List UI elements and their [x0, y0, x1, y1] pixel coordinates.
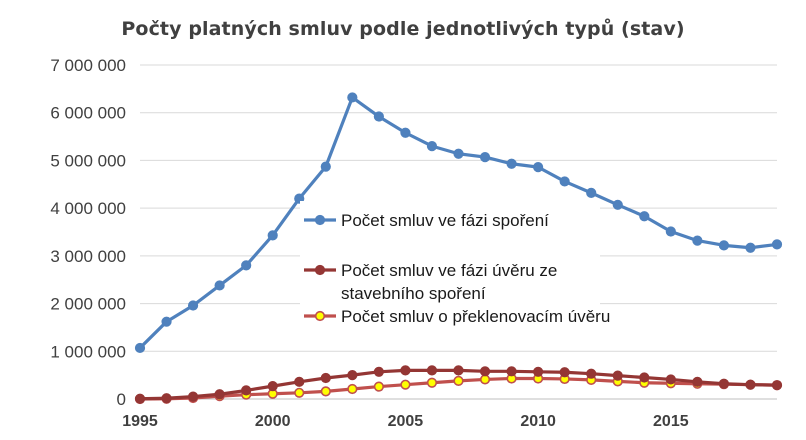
- y-tick-label: 4 000 000: [50, 199, 126, 218]
- data-point: [400, 379, 411, 390]
- data-point: [373, 366, 384, 377]
- data-point: [692, 235, 703, 246]
- x-tick-label: 2010: [520, 413, 556, 430]
- legend-label: Počet smluv o překlenovacím úvěru: [341, 307, 610, 326]
- legend-entry: Počet smluv ve fázi spoření: [304, 211, 549, 230]
- y-tick-label: 0: [117, 390, 126, 409]
- data-point: [161, 393, 172, 404]
- x-tick-label: 2015: [653, 413, 689, 430]
- data-point: [745, 379, 756, 390]
- series-1: [134, 92, 783, 354]
- data-point: [745, 242, 756, 253]
- data-point: [320, 372, 331, 384]
- data-point: [294, 376, 305, 387]
- data-point: [639, 372, 650, 383]
- data-point: [426, 377, 438, 388]
- data-point: [426, 141, 438, 152]
- data-point: [559, 176, 570, 187]
- data-point: [692, 376, 703, 387]
- data-point: [320, 161, 331, 172]
- legend-label: Počet smluv ve fázi úvěru ze: [341, 261, 557, 280]
- data-point: [187, 300, 199, 311]
- data-point: [453, 148, 464, 159]
- y-tick-label: 7 000 000: [50, 56, 126, 75]
- legend-entry: Počet smluv ve fázi úvěru ze stavebního s…: [304, 261, 557, 303]
- data-point: [400, 365, 411, 376]
- data-point: [639, 211, 650, 222]
- axes: 0 1 000 000 2 000 000 3 000 000 4 000 000 5 0…: [50, 56, 777, 430]
- legend-label: stavebního spoření: [341, 284, 486, 303]
- data-point: [453, 365, 464, 376]
- data-point: [187, 391, 199, 402]
- data-point: [294, 193, 305, 204]
- data-point: [241, 260, 252, 271]
- data-point: [214, 389, 225, 400]
- data-point: [665, 226, 676, 237]
- data-point: [479, 151, 491, 163]
- data-point: [559, 367, 570, 378]
- data-point: [533, 162, 544, 173]
- data-point: [479, 366, 491, 377]
- legend: Počet smluv ve fázi spoření Počet smluv v…: [300, 201, 610, 333]
- series-2: [134, 365, 783, 404]
- y-tick-label: 3 000 000: [50, 247, 126, 266]
- legend-swatch-marker: [314, 310, 326, 322]
- data-point: [347, 383, 358, 395]
- data-point: [586, 187, 597, 198]
- data-point: [267, 230, 278, 241]
- data-point: [718, 240, 730, 251]
- x-tick-label: 2005: [388, 413, 424, 430]
- data-point: [771, 239, 783, 250]
- data-point: [506, 158, 517, 169]
- legend-swatch-marker: [314, 264, 326, 276]
- data-point: [294, 387, 305, 398]
- data-point: [214, 280, 225, 291]
- data-point: [453, 375, 464, 386]
- data-point: [241, 385, 252, 396]
- y-tick-label: 5 000 000: [50, 151, 126, 170]
- data-point: [612, 370, 623, 381]
- data-point: [718, 378, 730, 389]
- data-point: [161, 316, 172, 327]
- data-point: [373, 381, 384, 392]
- y-tick-label: 6 000 000: [50, 104, 126, 123]
- data-point: [373, 111, 384, 122]
- chart-title: Počty platných smluv podle jednotlivých …: [121, 18, 685, 40]
- x-tick-label: 2000: [255, 413, 291, 430]
- data-point: [771, 380, 783, 391]
- data-point: [612, 199, 623, 210]
- data-point: [347, 92, 358, 103]
- legend-background: [300, 201, 600, 333]
- data-point: [479, 374, 491, 385]
- y-tick-label: 1 000 000: [50, 342, 126, 361]
- data-point: [134, 393, 146, 404]
- data-point: [426, 365, 438, 376]
- data-point: [267, 381, 278, 392]
- x-tick-label: 1995: [122, 413, 158, 430]
- data-point: [533, 366, 544, 377]
- series-lines: [134, 92, 783, 405]
- legend-entry: Počet smluv o překlenovacím úvěru: [304, 307, 610, 326]
- legend-swatch-marker: [314, 214, 326, 226]
- legend-label: Počet smluv ve fázi spoření: [341, 211, 549, 230]
- data-point: [586, 368, 597, 379]
- data-point: [347, 370, 358, 381]
- data-point: [320, 386, 331, 397]
- data-point: [134, 342, 146, 354]
- data-point: [400, 127, 411, 138]
- y-tick-label: 2 000 000: [50, 295, 126, 314]
- data-point: [506, 366, 517, 377]
- data-point: [665, 374, 676, 385]
